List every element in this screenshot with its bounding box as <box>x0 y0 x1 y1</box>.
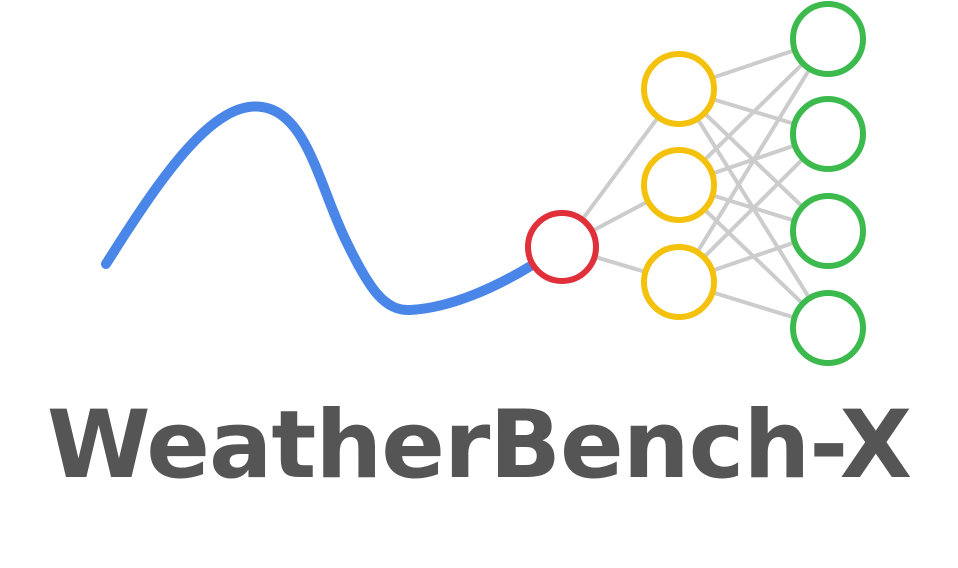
network-output-node <box>790 96 866 172</box>
weather-curve <box>101 101 539 315</box>
network-output-node <box>790 193 866 269</box>
logo-title: WeatherBench-X <box>46 391 912 500</box>
network-hidden-node <box>641 147 717 223</box>
network-output-node <box>790 1 866 77</box>
network-hidden-node <box>641 244 717 320</box>
network-hidden-node <box>641 51 717 127</box>
network-output-node <box>790 290 866 366</box>
network-connection <box>677 37 830 284</box>
network-input-node <box>525 210 599 284</box>
